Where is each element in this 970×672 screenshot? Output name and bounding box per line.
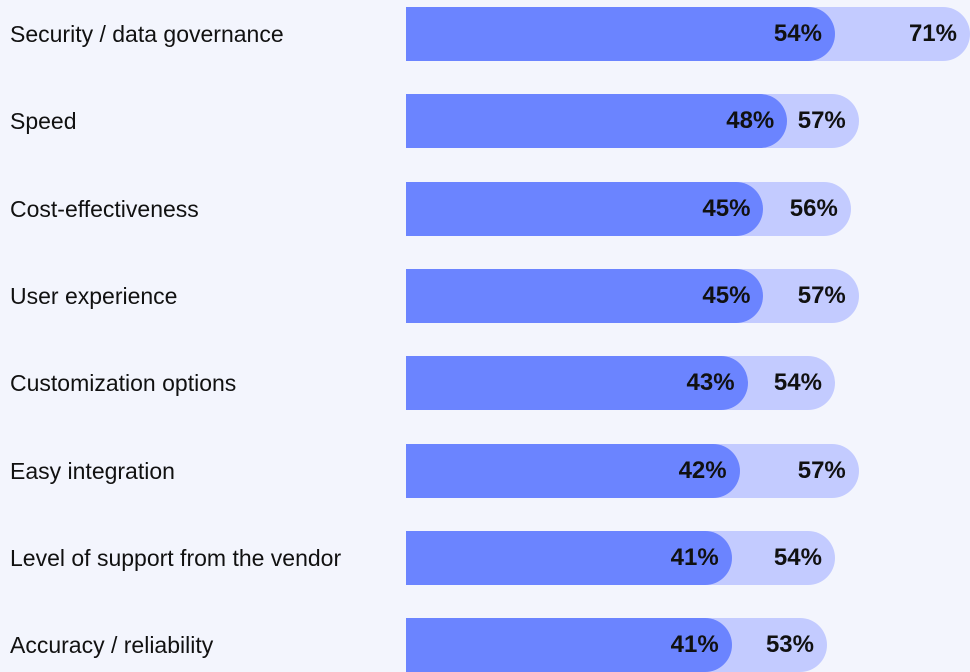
bar [406, 530, 732, 585]
value-label: 41% [670, 631, 719, 659]
value-label: 45% [702, 194, 751, 222]
value-label: 71% [908, 20, 957, 47]
category-label: Security / data governance [10, 21, 284, 47]
value-label: 43% [686, 369, 735, 397]
bar [406, 268, 764, 323]
bar [406, 181, 764, 236]
value-label: 42% [678, 456, 727, 484]
value-label: 54% [773, 369, 822, 397]
category-label: Customization options [10, 370, 237, 397]
value-label: 41% [670, 543, 719, 571]
category-label: Cost-effectiveness [10, 195, 199, 222]
value-label: 57% [797, 456, 846, 484]
bar [406, 7, 835, 61]
bar [406, 443, 740, 498]
category-label: Easy integration [10, 457, 175, 484]
value-label: 56% [789, 194, 838, 222]
value-label: 54% [773, 20, 822, 47]
category-label: Accuracy / reliability [10, 632, 214, 659]
value-label: 48% [726, 107, 775, 135]
category-label: Level of support from the vendor [10, 544, 342, 571]
category-label: Speed [10, 108, 77, 135]
value-label: 54% [773, 543, 822, 571]
value-label: 45% [702, 281, 751, 309]
category-label: User experience [10, 282, 178, 309]
bar [406, 356, 748, 411]
value-label: 53% [765, 631, 814, 659]
value-label: 57% [797, 281, 846, 309]
bar [406, 94, 788, 149]
value-label: 57% [797, 107, 846, 135]
